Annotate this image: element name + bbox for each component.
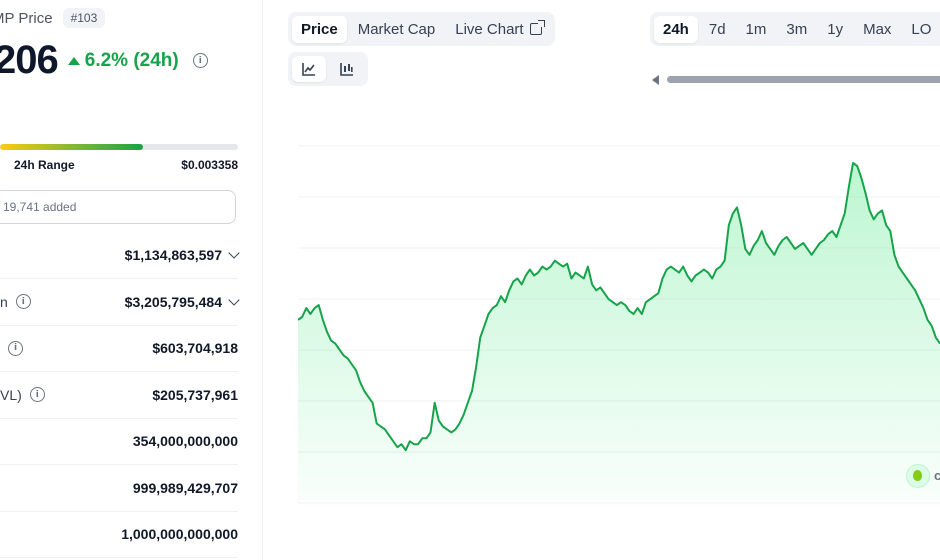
watchlist-button[interactable]: 19,741 added bbox=[0, 190, 236, 224]
info-icon[interactable]: i bbox=[192, 53, 208, 68]
stat-value-text: 999,989,429,707 bbox=[132, 479, 238, 496]
info-icon[interactable]: i bbox=[29, 387, 45, 402]
stat-label-text: VL) bbox=[0, 386, 22, 403]
coin-overview-panel: MP Price #103 206 6.2% (24h) i 24h Range… bbox=[0, 0, 263, 560]
range-high: $0.003358 bbox=[181, 158, 238, 172]
tab-label: Market Cap bbox=[357, 20, 436, 38]
info-icon[interactable]: i bbox=[15, 294, 31, 309]
current-price: 206 bbox=[0, 38, 59, 82]
price-line bbox=[298, 162, 940, 452]
chevron-down-icon[interactable] bbox=[228, 247, 240, 259]
stat-value-text: $205,737,961 bbox=[152, 386, 238, 403]
stat-value: $205,737,961 bbox=[152, 387, 238, 403]
stat-value-text: $1,134,863,597 bbox=[124, 247, 222, 263]
stat-value[interactable]: $3,205,795,484 bbox=[124, 293, 240, 310]
range-bar bbox=[0, 144, 238, 150]
line-chart-button[interactable] bbox=[292, 56, 326, 82]
candlestick-chart-button[interactable] bbox=[330, 56, 364, 82]
price-change: 6.2% (24h) bbox=[67, 49, 179, 72]
stat-row: $1,134,863,597 bbox=[0, 232, 240, 279]
stat-row: i $603,704,918 bbox=[0, 325, 238, 372]
rank-badge: #103 bbox=[62, 8, 106, 28]
info-icon[interactable]: i bbox=[8, 340, 23, 356]
tab-label: Price bbox=[301, 20, 338, 38]
price-chart[interactable] bbox=[298, 100, 940, 560]
range-max[interactable]: Max bbox=[863, 20, 892, 38]
stat-value-text: 354,000,000,000 bbox=[132, 433, 238, 449]
chevron-down-icon[interactable] bbox=[228, 293, 240, 306]
range-label: 24h Range bbox=[14, 158, 75, 172]
watchlist-count: 19,741 added bbox=[3, 200, 77, 214]
price-area bbox=[298, 163, 940, 500]
range-7d[interactable]: 7d bbox=[708, 20, 726, 38]
coingecko-logo-icon bbox=[906, 464, 930, 488]
stat-value: 999,989,429,707 bbox=[133, 480, 238, 496]
line-chart-icon bbox=[302, 63, 315, 76]
range-lo[interactable]: LO bbox=[911, 20, 932, 38]
stat-value: 354,000,000,000 bbox=[133, 433, 238, 449]
range-24h[interactable]: 24h bbox=[654, 15, 698, 43]
candlestick-chart-icon bbox=[340, 63, 353, 76]
watermark-text: c bbox=[934, 468, 940, 483]
scroll-left-icon[interactable] bbox=[652, 75, 659, 85]
stat-label: i bbox=[0, 340, 23, 356]
stat-value-text: $603,704,918 bbox=[152, 340, 238, 356]
coin-price-title: MP Price bbox=[0, 9, 53, 27]
stat-value: 1,000,000,000,000 bbox=[121, 526, 238, 542]
stat-label-text: n bbox=[0, 293, 8, 310]
range-1y[interactable]: 1y bbox=[827, 20, 844, 38]
tab-price[interactable]: Price bbox=[292, 15, 347, 43]
stat-value: $603,704,918 bbox=[152, 340, 238, 356]
title-row: MP Price #103 bbox=[0, 8, 106, 28]
range-bar-fill bbox=[0, 144, 143, 150]
stat-row: VL) i $205,737,961 bbox=[0, 372, 238, 419]
range-1m[interactable]: 1m bbox=[745, 20, 767, 38]
stat-value[interactable]: $1,134,863,597 bbox=[124, 247, 240, 263]
chart-type-toggle bbox=[288, 52, 368, 86]
up-arrow-icon bbox=[67, 56, 80, 65]
stat-label: VL) i bbox=[0, 387, 45, 403]
stat-row: n i $3,205,795,484 bbox=[0, 279, 240, 326]
tab-label: Live Chart bbox=[455, 20, 524, 38]
price-change-value: 6.2% (24h) bbox=[84, 49, 179, 71]
time-range-selector: 24h 7d 1m 3m 1y Max LO bbox=[650, 12, 940, 46]
external-link-icon bbox=[529, 20, 545, 35]
scroll-thumb[interactable] bbox=[667, 76, 940, 83]
stat-value-text: $3,205,795,484 bbox=[124, 293, 222, 310]
stat-row: 1,000,000,000,000 bbox=[0, 511, 238, 558]
price-row: 206 6.2% (24h) i bbox=[0, 38, 208, 83]
chart-tabs: Price Market Cap Live Chart bbox=[288, 12, 555, 46]
stat-value-text: 1,000,000,000,000 bbox=[121, 526, 238, 542]
tab-market-cap[interactable]: Market Cap bbox=[349, 16, 445, 43]
stat-row: 354,000,000,000 bbox=[0, 418, 238, 465]
stat-row: 999,989,429,707 bbox=[0, 465, 238, 512]
range-3m[interactable]: 3m bbox=[786, 20, 808, 38]
tab-live-chart[interactable]: Live Chart bbox=[446, 16, 550, 43]
